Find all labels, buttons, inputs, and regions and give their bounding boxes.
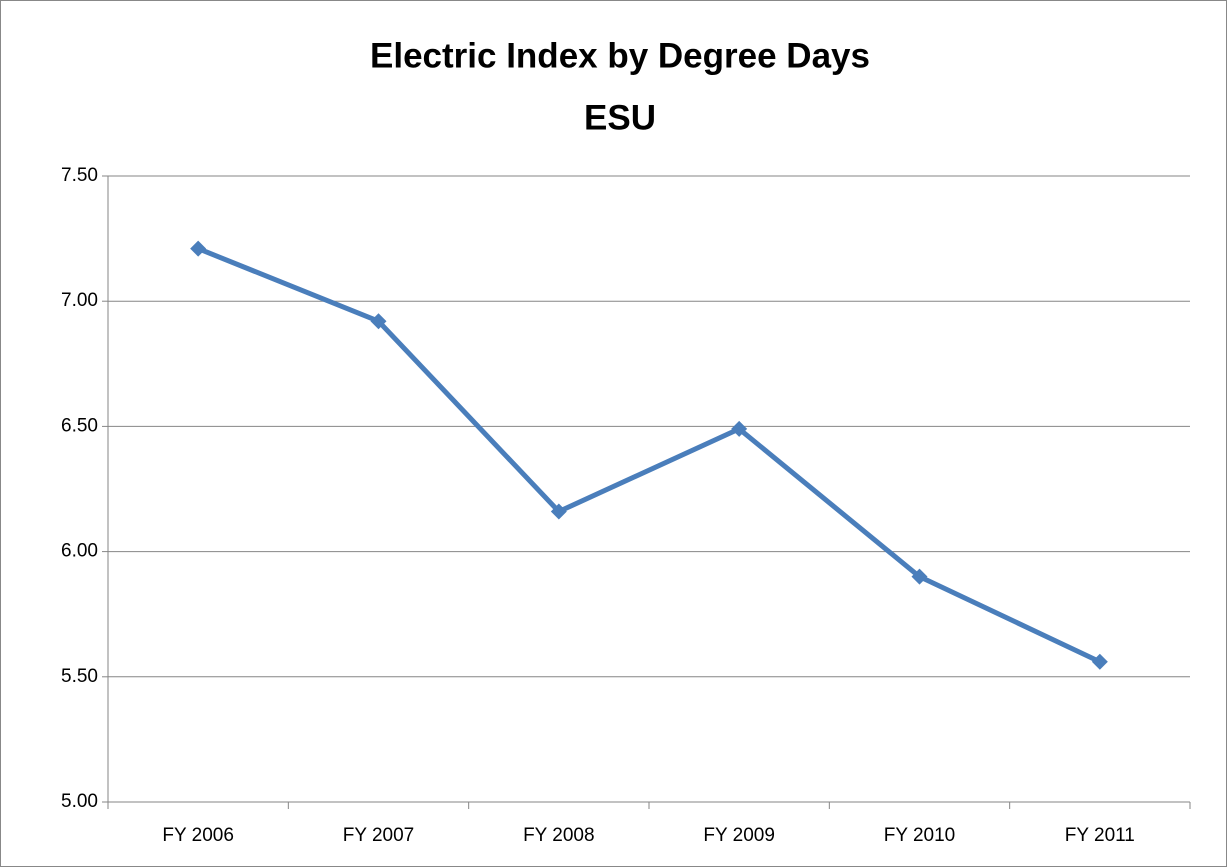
data-point [370, 313, 387, 330]
x-tick-label: FY 2007 [343, 825, 414, 846]
chart-title: Electric Index by Degree Days [370, 36, 870, 75]
y-tick-label: 7.50 [61, 165, 98, 186]
x-tick-label: FY 2009 [703, 825, 774, 846]
data-point [731, 420, 748, 437]
y-tick-label: 7.00 [61, 290, 98, 311]
y-tick-label: 5.50 [61, 666, 98, 687]
y-tick-label: 6.00 [61, 541, 98, 562]
x-tick-label: FY 2010 [884, 825, 955, 846]
data-point [190, 240, 207, 257]
y-tick-label: 6.50 [61, 415, 98, 436]
series-line [197, 246, 1101, 665]
data-point [550, 503, 567, 520]
x-tick-label: FY 2011 [1065, 825, 1135, 846]
data-point [911, 568, 928, 585]
y-tick-label: 5.00 [61, 791, 98, 812]
x-tick-label: FY 2006 [162, 825, 233, 846]
chart-subtitle: ESU [584, 98, 656, 137]
x-tick-label: FY 2008 [523, 825, 594, 846]
data-point [1091, 653, 1108, 670]
